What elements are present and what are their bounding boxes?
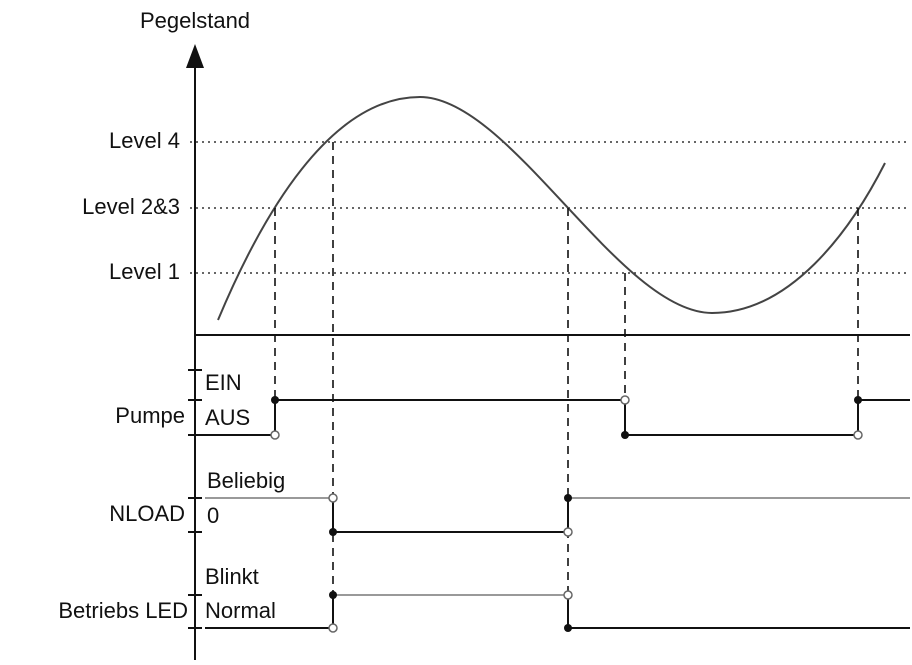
open-dot [270,430,280,440]
state-label: Blinkt [205,564,259,589]
open-dot [563,590,573,600]
level-label: Level 1 [109,259,180,284]
level-curve [217,95,886,321]
signal-name: NLOAD [109,501,185,526]
signal [567,595,910,629]
open-dot [563,527,573,537]
signal-name: Betriebs LED [58,598,188,623]
open-dot [328,623,338,633]
level-label: Level 4 [109,128,180,153]
state-label: Beliebig [207,468,285,493]
state-brackets [188,369,202,629]
filled-dot [329,528,337,536]
filled-dot [854,396,862,404]
filled-dot [621,431,629,439]
signal [332,498,569,533]
filled-dot [564,494,572,502]
signal-name: Pumpe [115,403,185,428]
state-label: 0 [207,503,219,528]
open-dot [328,493,338,503]
level-label: Level 2&3 [82,194,180,219]
axis-label: Pegelstand [140,8,250,33]
filled-dot [329,591,337,599]
filled-dot [564,624,572,632]
open-dot [853,430,863,440]
signal [274,399,910,436]
axis-arrow [186,44,204,68]
state-label: AUS [205,405,250,430]
state-label: EIN [205,370,242,395]
state-label: Normal [205,598,276,623]
open-dot [620,395,630,405]
filled-dot [271,396,279,404]
